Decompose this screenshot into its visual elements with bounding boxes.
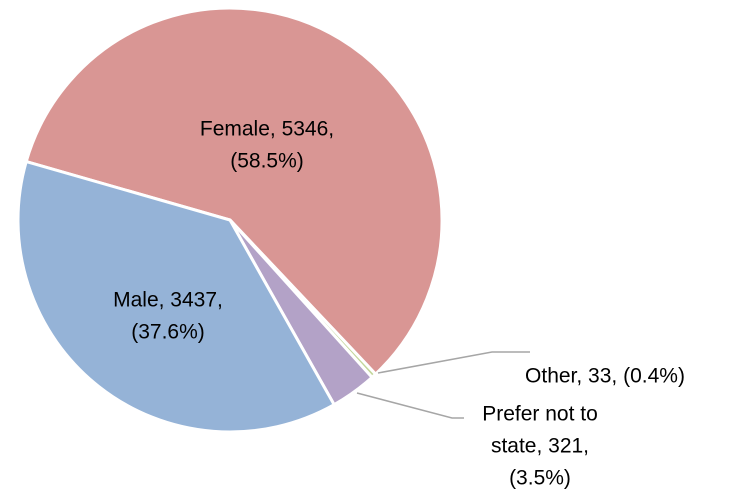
pie-slice xyxy=(24,6,444,377)
data-label: Male, 3437, xyxy=(113,289,223,312)
data-label: Female, 5346, xyxy=(200,118,334,141)
data-label: (37.6%) xyxy=(131,321,205,344)
data-label: (58.5%) xyxy=(230,150,304,173)
pie-slice xyxy=(16,159,337,434)
data-label: (3.5%) xyxy=(509,467,571,490)
data-label: Prefer not to xyxy=(482,403,598,426)
data-label: state, 321, xyxy=(491,435,589,458)
leader-line xyxy=(356,392,464,419)
leader-line xyxy=(377,351,530,374)
data-label: Other, 33, (0.4%) xyxy=(525,365,685,388)
